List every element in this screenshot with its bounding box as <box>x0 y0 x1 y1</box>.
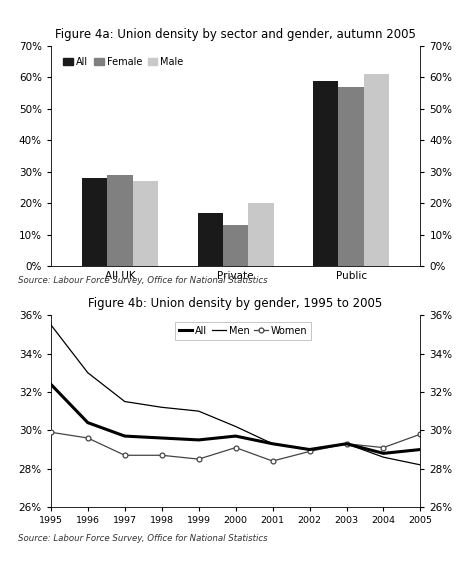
Women <box>270 458 275 465</box>
Men <box>233 423 238 430</box>
All <box>122 433 128 439</box>
Bar <box>198 213 223 266</box>
Legend: All, Men, Women: All, Men, Women <box>175 322 311 340</box>
Men <box>85 369 91 376</box>
Line: All: All <box>51 384 420 453</box>
Text: Source: Labour Force Survey, Office for National Statistics: Source: Labour Force Survey, Office for … <box>18 276 268 285</box>
All <box>48 381 54 388</box>
Women <box>196 456 201 462</box>
All <box>344 440 349 447</box>
Men <box>381 454 386 461</box>
Bar <box>249 203 274 266</box>
All <box>307 446 312 453</box>
Bar <box>313 80 338 266</box>
Women <box>344 440 349 447</box>
Bar <box>338 87 364 266</box>
Bar <box>223 225 249 266</box>
Women <box>381 444 386 451</box>
Men <box>307 446 312 453</box>
Men <box>344 440 349 447</box>
Line: Women: Women <box>49 430 423 464</box>
Bar <box>133 181 158 266</box>
Men <box>418 461 423 468</box>
Line: Men: Men <box>51 325 420 465</box>
Men <box>196 408 201 415</box>
Women <box>159 452 164 459</box>
Women <box>418 431 423 438</box>
All <box>270 440 275 447</box>
Women <box>85 434 91 441</box>
Bar <box>364 74 389 266</box>
Title: Figure 4a: Union density by sector and gender, autumn 2005: Figure 4a: Union density by sector and g… <box>55 28 416 41</box>
Women <box>307 448 312 455</box>
Women <box>48 429 54 435</box>
Text: Source: Labour Force Survey, Office for National Statistics: Source: Labour Force Survey, Office for … <box>18 534 268 543</box>
Bar <box>82 178 107 266</box>
Men <box>48 321 54 328</box>
Men <box>159 404 164 411</box>
Bar <box>107 175 133 266</box>
Men <box>122 398 128 405</box>
All <box>85 419 91 426</box>
All <box>381 450 386 457</box>
Legend: All, Female, Male: All, Female, Male <box>60 53 188 70</box>
Women <box>233 444 238 451</box>
Women <box>122 452 128 459</box>
All <box>418 446 423 453</box>
All <box>159 434 164 441</box>
All <box>233 433 238 439</box>
Title: Figure 4b: Union density by gender, 1995 to 2005: Figure 4b: Union density by gender, 1995… <box>89 297 383 310</box>
All <box>196 437 201 444</box>
Men <box>270 440 275 447</box>
